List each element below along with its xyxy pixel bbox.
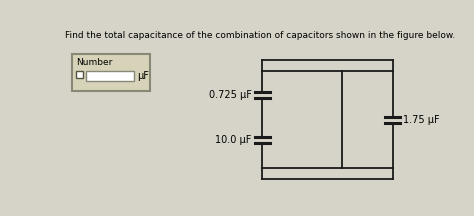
Text: 0.725 μF: 0.725 μF (209, 90, 251, 100)
Bar (75, 71, 83, 78)
Text: 1.75 μF: 1.75 μF (403, 115, 440, 125)
Bar (86, 71, 134, 81)
Text: μF: μF (137, 71, 149, 81)
Text: 10.0 μF: 10.0 μF (215, 135, 251, 145)
Text: Number: Number (76, 58, 113, 67)
Bar (73, 54, 150, 91)
Text: Find the total capacitance of the combination of capacitors shown in the figure : Find the total capacitance of the combin… (64, 30, 455, 40)
